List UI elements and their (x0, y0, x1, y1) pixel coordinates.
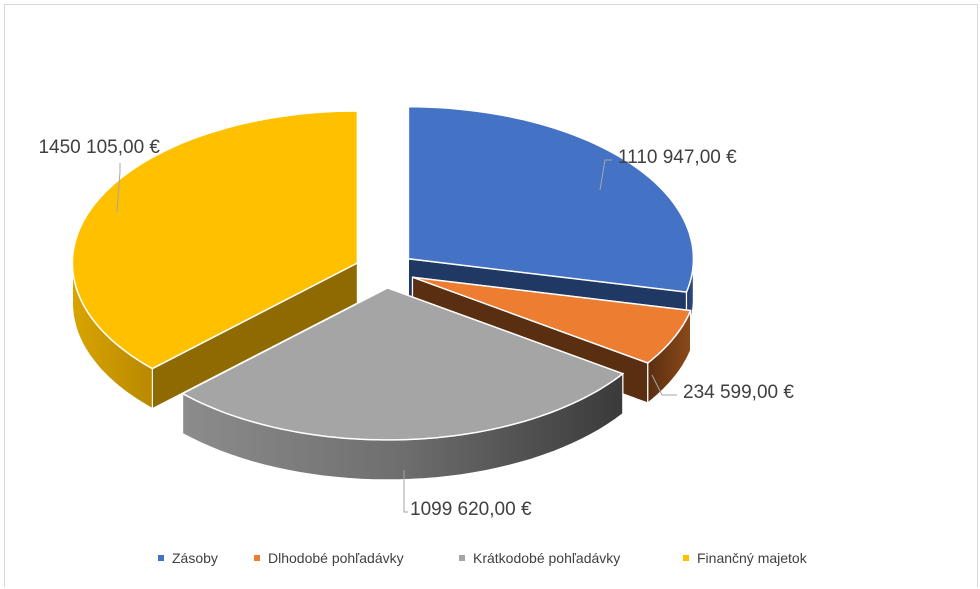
data-label-zasoby: 1110 947,00 € (618, 147, 737, 168)
leader-line-zasoby (599, 159, 612, 191)
slice-financny-majetok[interactable] (71, 110, 359, 370)
legend-marker-dlhodobe-pohladavky (254, 555, 260, 561)
slice-dlhodobe-pohladavky[interactable] (412, 276, 692, 364)
chart-frame (4, 4, 978, 587)
data-labels: 1110 947,00 € 234 599,00 € 1099 620,00 € 14… (38, 137, 794, 520)
pie-slices (71, 106, 695, 481)
leader-line-financny-majetok (116, 163, 121, 213)
legend-marker-zasoby (158, 555, 164, 561)
legend-label-kratkodobe-pohladavky: Krátkodobé pohľadávky (473, 550, 620, 566)
legend-label-zasoby: Zásoby (172, 550, 218, 566)
slice-kratkodobe-pohladavky[interactable] (180, 287, 625, 441)
data-label-dlhodobe-pohladavky: 234 599,00 € (683, 382, 794, 403)
data-label-financny-majetok: 1450 105,00 € (38, 137, 160, 158)
data-label-kratkodobe-pohladavky: 1099 620,00 € (410, 499, 532, 520)
legend-marker-financny-majetok (683, 555, 689, 561)
leader-lines (116, 159, 677, 513)
legend-label-financny-majetok: Finančný majetok (697, 550, 808, 566)
legend: Zásoby Dlhodobé pohľadávky Krátkodobé pohľ… (158, 550, 808, 566)
leader-line-kratkodobe-pohladavky (403, 470, 408, 513)
slice-zasoby[interactable] (407, 106, 695, 293)
legend-marker-kratkodobe-pohladavky (459, 555, 465, 561)
legend-label-dlhodobe-pohladavky: Dlhodobé pohľadávky (268, 550, 404, 566)
leader-line-dlhodobe-pohladavky (651, 374, 677, 396)
